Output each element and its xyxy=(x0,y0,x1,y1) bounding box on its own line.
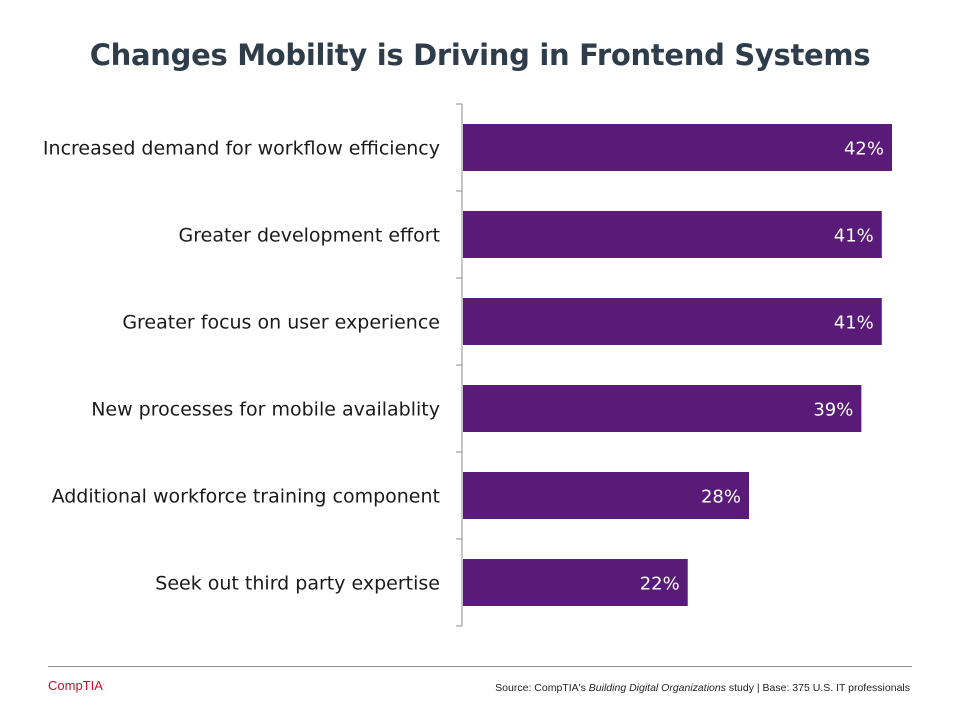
data-label: 22% xyxy=(640,574,680,595)
category-label: Additional workforce training component xyxy=(52,486,440,508)
comptia-logo: CompTIA. xyxy=(48,678,105,693)
chart-title: Changes Mobility is Driving in Frontend … xyxy=(89,38,871,72)
logo-text: CompTIA xyxy=(48,678,103,693)
category-label: Greater focus on user experience xyxy=(122,312,440,334)
data-label: 41% xyxy=(834,226,874,247)
bar xyxy=(463,472,749,519)
data-label: 41% xyxy=(834,313,874,334)
bar xyxy=(463,124,892,171)
source-note: Source: CompTIA's Building Digital Organ… xyxy=(495,682,910,694)
category-label: Seek out third party expertise xyxy=(155,573,440,595)
bar xyxy=(463,298,882,345)
source-study-name: Building Digital Organizations xyxy=(588,682,726,694)
logo-mark: . xyxy=(102,679,105,687)
category-label: Increased demand for workflow efficiency xyxy=(43,138,440,160)
bar xyxy=(463,385,862,432)
category-label: New processes for mobile availablity xyxy=(91,399,440,421)
source-suffix: study | Base: 375 U.S. IT professionals xyxy=(725,682,910,694)
category-label: Greater development effort xyxy=(179,225,440,247)
source-prefix: Source: CompTIA's xyxy=(495,682,589,694)
footer-divider xyxy=(48,666,912,667)
data-label: 42% xyxy=(844,139,884,160)
bar xyxy=(463,559,688,606)
bar xyxy=(463,211,882,258)
data-label: 28% xyxy=(701,487,741,508)
data-label: 39% xyxy=(813,400,853,421)
bar-chart: Increased demand for workflow efficiency… xyxy=(43,103,892,627)
